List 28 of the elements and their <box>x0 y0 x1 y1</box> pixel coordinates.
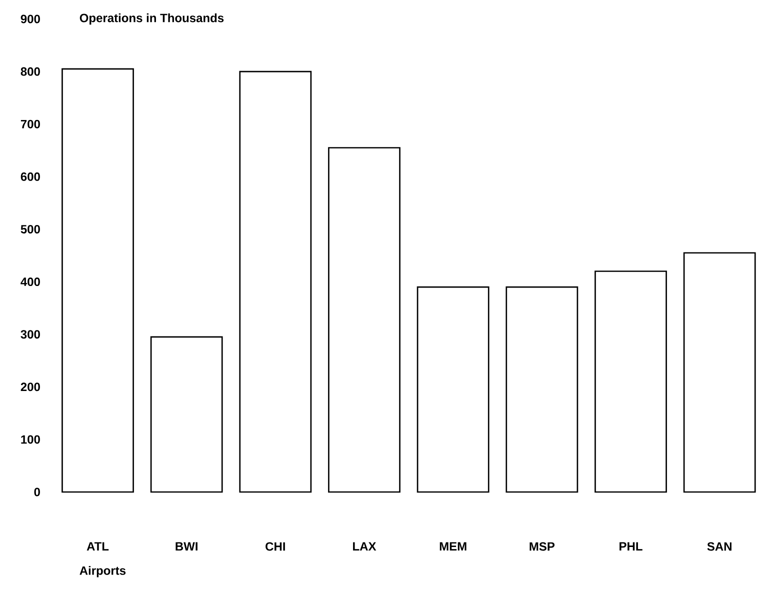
bar <box>239 70 312 493</box>
x-tick-label: SAN <box>707 542 732 551</box>
y-tick-label: 300 <box>20 330 40 339</box>
x-tick-label: MSP <box>530 542 555 551</box>
y-tick-label: 900 <box>20 14 40 24</box>
bar <box>594 270 667 493</box>
y-tick-label: 800 <box>20 67 40 76</box>
bar <box>150 336 223 493</box>
x-axis-title: Airports <box>80 566 126 578</box>
y-tick-label: 500 <box>20 224 40 234</box>
x-tick-label: PHL <box>620 542 642 550</box>
bar <box>416 286 490 493</box>
bar <box>683 252 756 493</box>
bar <box>328 147 400 493</box>
x-tick-label: LAX <box>353 542 376 550</box>
x-tick-label: MEM <box>440 542 466 550</box>
bar <box>62 68 134 493</box>
bar <box>506 286 578 493</box>
y-tick-label: 600 <box>20 172 40 181</box>
y-tick-label: 700 <box>20 120 40 128</box>
y-tick-label: 100 <box>21 435 40 444</box>
y-tick-label: 0 <box>34 488 40 496</box>
x-tick-label: ATL <box>86 542 109 550</box>
x-tick-label: BWI <box>176 542 198 550</box>
y-tick-label: 400 <box>20 278 40 286</box>
x-tick-label: CHI <box>266 542 285 551</box>
y-tick-label: 200 <box>20 382 40 392</box>
y-axis-title: Operations in Thousands <box>80 13 224 25</box>
